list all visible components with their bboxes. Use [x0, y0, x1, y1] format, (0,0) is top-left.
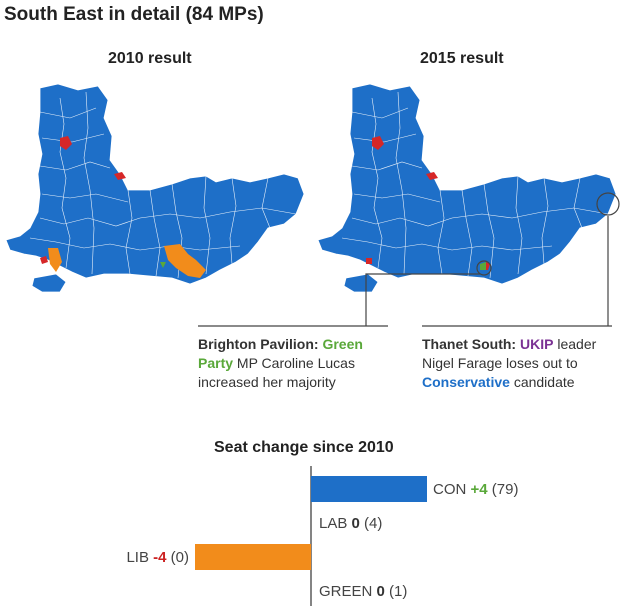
callout-thanet-party: UKIP: [520, 336, 554, 352]
callout-brighton-place: Brighton Pavilion:: [198, 336, 319, 352]
callout-brighton: Brighton Pavilion: Green Party MP Caroli…: [198, 335, 394, 392]
callout-brighton-party: Green Party: [198, 336, 363, 371]
callout-thanet-place: Thanet South:: [422, 336, 517, 352]
callout-thanet: Thanet South: UKIP leader Nigel Farage l…: [422, 335, 622, 392]
map-label-2015: 2015 result: [420, 50, 504, 67]
callout-thanet-end: candidate: [513, 374, 575, 390]
label-lib-seats: (0): [167, 549, 190, 566]
callout-thanet-party2: Conservative: [422, 374, 510, 390]
label-con-party: CON: [433, 481, 471, 498]
map-2015-region: [317, 83, 620, 293]
callout-thanet-text: leader Nigel Farage loses out to: [422, 336, 597, 371]
bar-lib: [195, 544, 311, 570]
callout-brighton-text: MP Caroline Lucas increased her majority: [198, 355, 355, 390]
label-lib-change: -4: [153, 549, 167, 566]
label-green-change: 0: [377, 583, 385, 600]
label-green: GREEN 0 (1): [319, 583, 407, 600]
label-green-party: GREEN: [319, 583, 377, 600]
label-lab-change: 0: [352, 515, 360, 532]
label-lab: LAB 0 (4): [319, 515, 382, 532]
chart-title: Seat change since 2010: [214, 439, 394, 456]
label-con-change: +4: [471, 481, 489, 498]
bar-con: [311, 476, 427, 502]
map-2015: [317, 83, 620, 293]
label-con-seats: (79): [488, 481, 519, 498]
label-lib: LIB -4 (0): [126, 549, 189, 566]
map-label-2010: 2010 result: [108, 50, 192, 67]
thanet-highlight-circle: [596, 192, 620, 216]
page-title: South East in detail (84 MPs): [4, 4, 264, 25]
brighton-highlight-circle: [476, 260, 492, 276]
label-lab-party: LAB: [319, 515, 352, 532]
label-lab-seats: (4): [360, 515, 383, 532]
map-2010: [5, 83, 305, 293]
label-lib-party: LIB: [126, 549, 153, 566]
brighton-leader-line: [365, 273, 480, 326]
label-con: CON +4 (79): [433, 481, 518, 498]
label-green-seats: (1): [385, 583, 408, 600]
map-2010-region: [5, 83, 305, 293]
seat-change-chart: CON +4 (79) LAB 0 (4) LIB -4 (0) GREEN 0 (1…: [126, 466, 518, 606]
